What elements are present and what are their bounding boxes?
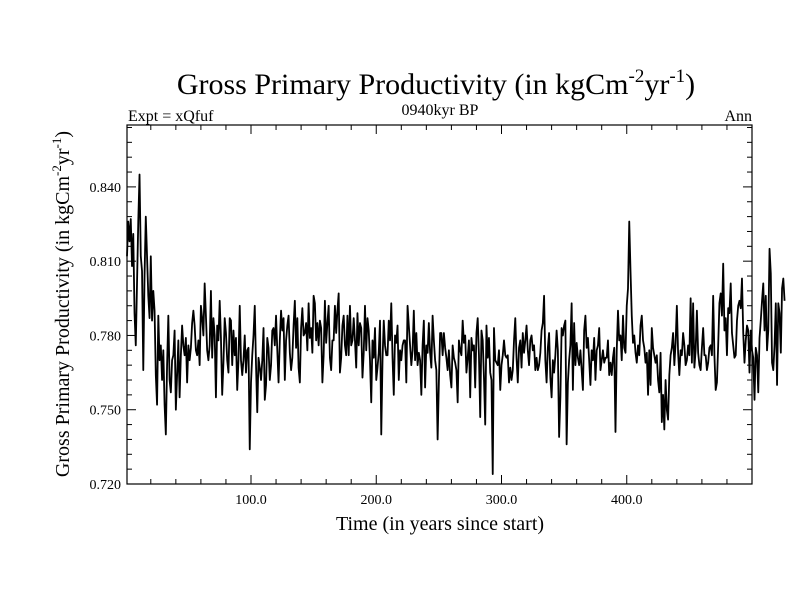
plot-frame	[126, 124, 753, 485]
subtitle-period: 0940kyr BP	[402, 102, 479, 119]
y-tick-label: 0.750	[90, 404, 122, 419]
y-tick-label: 0.720	[90, 478, 122, 493]
x-axis-label: Time (in years since start)	[336, 513, 544, 535]
x-tick-label: 100.0	[235, 493, 267, 508]
x-tick-label: 400.0	[611, 493, 643, 508]
series-line	[126, 173, 786, 476]
y-tick-label: 0.810	[90, 255, 122, 270]
y-tick-label: 0.780	[90, 329, 122, 344]
subtitle-experiment: Expt = xQfuf	[128, 108, 214, 125]
chart-title: Gross Primary Productivity (in kgCm-2yr-…	[177, 66, 695, 101]
y-tick-label: 0.840	[90, 181, 122, 196]
x-tick-label: 300.0	[486, 493, 518, 508]
y-axis: 0.720 0.750 0.780 0.810 0.840	[90, 126, 752, 493]
y-axis-label: Gross Primary Productivity (in kgCm-2yr-…	[49, 131, 74, 477]
x-axis: 100.0 200.0 300.0 400.0	[150, 125, 728, 508]
x-tick-label: 200.0	[360, 493, 392, 508]
subtitle-season: Ann	[724, 108, 752, 125]
